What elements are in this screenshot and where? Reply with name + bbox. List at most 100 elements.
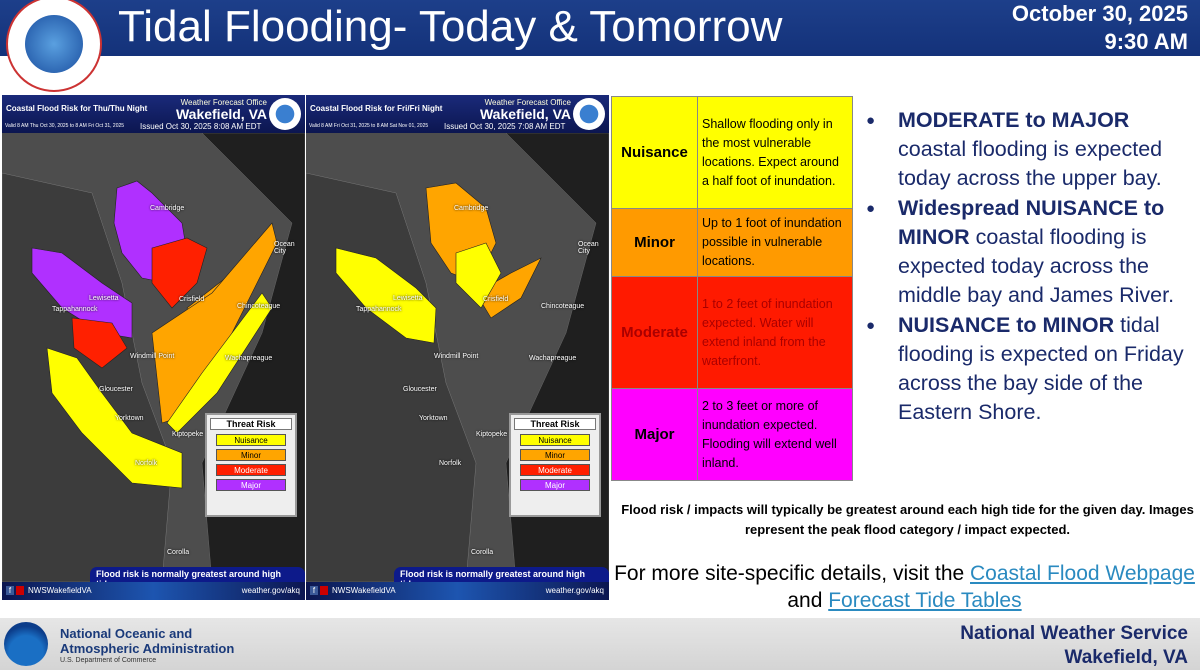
- threat-description: Shallow flooding only in the most vulner…: [697, 96, 853, 209]
- threat-category: Minor: [611, 208, 698, 277]
- risk-area: [151, 222, 278, 424]
- risk-area: [335, 247, 437, 344]
- bullet-text: tidal flooding is expected on Friday acr…: [898, 313, 1184, 424]
- social-handle: NWSWakefieldVA: [332, 586, 396, 595]
- valid-time: Valid 8 AM Thu Oct 30, 2025 to 8 AM Fri …: [5, 123, 125, 129]
- bullet-text: coastal flooding is expected today acros…: [898, 225, 1175, 307]
- bullet-bold: MODERATE to MAJOR: [898, 108, 1130, 132]
- wfo-label: Weather Forecast Office: [180, 98, 267, 107]
- website: weather.gov/akq: [241, 586, 300, 595]
- noaa-logo: [4, 622, 48, 666]
- legend-item: Minor: [520, 449, 590, 461]
- forecast-tide-tables-link[interactable]: Forecast Tide Tables: [828, 589, 1022, 612]
- map-footer: f NWSWakefieldVA weather.gov/akq: [306, 582, 609, 600]
- place-label: Yorktown: [419, 415, 448, 422]
- place-label: Tappahannock: [356, 306, 402, 313]
- place-label: Cambridge: [454, 205, 489, 212]
- place-label: Ocean City: [274, 241, 295, 255]
- place-label: Ocean City: [578, 241, 599, 255]
- place-label: Crisfield: [483, 296, 509, 303]
- place-label: Chincoteague: [541, 303, 585, 310]
- place-label: Corolla: [167, 549, 190, 556]
- legend-item: Moderate: [520, 464, 590, 476]
- legend-item: Moderate: [216, 464, 286, 476]
- place-label: Lewisetta: [89, 295, 119, 302]
- risk-area: [31, 247, 133, 339]
- map-header: Coastal Flood Risk for Fri/Fri Night Wea…: [306, 95, 609, 133]
- issued-time: Issued Oct 30, 2025 8:08 AM EDT: [140, 122, 262, 131]
- more-info: For more site-specific details, visit th…: [612, 560, 1197, 614]
- wfo-label: Weather Forecast Office: [484, 98, 571, 107]
- bullet-item: NUISANCE to MINOR tidal flooding is expe…: [866, 311, 1196, 427]
- place-label: Norfolk: [439, 460, 462, 467]
- place-label: Gloucester: [99, 386, 133, 393]
- flood-risk-map-1: Coastal Flood Risk for Thu/Thu Night Wea…: [2, 95, 305, 600]
- threat-description: 2 to 3 feet or more of inundation expect…: [697, 388, 853, 481]
- risk-area: [151, 237, 208, 309]
- threat-row: Nuisance Shallow flooding only in the mos…: [611, 96, 853, 209]
- key-messages: MODERATE to MAJOR coastal flooding is ex…: [866, 106, 1196, 428]
- place-label: Kiptopeke: [476, 431, 508, 438]
- map-graphic: [306, 133, 609, 582]
- bullet-bold: NUISANCE to MINOR: [898, 313, 1115, 337]
- map-footer: f NWSWakefieldVA weather.gov/akq: [2, 582, 305, 600]
- threat-description: 1 to 2 feet of inundation expected. Wate…: [697, 276, 853, 389]
- legend-item: Minor: [216, 449, 286, 461]
- facebook-icon[interactable]: f: [6, 586, 14, 595]
- bullet-item: MODERATE to MAJOR coastal flooding is ex…: [866, 106, 1196, 193]
- threat-row: Minor Up to 1 foot of inundation possible…: [611, 208, 853, 277]
- place-label: Lewisetta: [393, 295, 423, 302]
- threat-row: Major 2 to 3 feet or more of inundation e…: [611, 388, 853, 481]
- place-label: Norfolk: [135, 460, 158, 467]
- datetime: October 30, 2025 9:30 AM: [1012, 0, 1188, 56]
- more-mid: and: [787, 589, 829, 612]
- threat-legend: Threat Risk Nuisance Minor Moderate Major: [205, 413, 297, 517]
- legend-item: Major: [216, 479, 286, 491]
- youtube-icon[interactable]: [320, 586, 328, 595]
- facebook-icon[interactable]: f: [310, 586, 318, 595]
- time: 9:30 AM: [1104, 29, 1188, 54]
- coastal-flood-webpage-link[interactable]: Coastal Flood Webpage: [970, 562, 1195, 585]
- threat-table: Nuisance Shallow flooding only in the mos…: [611, 96, 853, 481]
- legend-item: Nuisance: [520, 434, 590, 446]
- header: Tidal Flooding- Today & Tomorrow October…: [0, 0, 1200, 92]
- youtube-icon[interactable]: [16, 586, 24, 595]
- threat-category: Major: [611, 388, 698, 481]
- date: October 30, 2025: [1011, 1, 1188, 26]
- wfo-city: Wakefield, VA: [479, 106, 571, 122]
- legend-item: Nuisance: [216, 434, 286, 446]
- valid-time: Valid 8 AM Fri Oct 31, 2025 to 8 AM Sat …: [309, 123, 429, 129]
- issued-time: Issued Oct 30, 2025 7:08 AM EDT: [444, 122, 566, 131]
- place-label: Gloucester: [403, 386, 437, 393]
- place-label: Windmill Point: [130, 353, 175, 360]
- nws-seal-icon: [269, 98, 301, 130]
- flood-risk-map-2: Coastal Flood Risk for Fri/Fri Night Wea…: [306, 95, 609, 600]
- nws-seal-icon: [573, 98, 605, 130]
- risk-area: [166, 292, 273, 434]
- map-title: Coastal Flood Risk for Fri/Fri Night: [310, 104, 443, 113]
- page-title: Tidal Flooding- Today & Tomorrow: [118, 2, 783, 51]
- nws-logo: [6, 0, 102, 92]
- threat-row: Moderate 1 to 2 feet of inundation expect…: [611, 276, 853, 389]
- flood-risk-note: Flood risk / impacts will typically be g…: [621, 502, 1194, 537]
- bullet-bold: Widespread NUISANCE to MINOR: [898, 196, 1165, 249]
- place-label: Chincoteague: [237, 303, 281, 310]
- place-label: Tappahannock: [52, 306, 98, 313]
- place-label: Corolla: [471, 549, 494, 556]
- place-label: Yorktown: [115, 415, 144, 422]
- place-label: Wachapreague: [225, 355, 273, 362]
- website: weather.gov/akq: [545, 586, 604, 595]
- social-handle: NWSWakefieldVA: [28, 586, 92, 595]
- place-label: Cambridge: [150, 205, 185, 212]
- threat-category: Moderate: [611, 276, 698, 389]
- more-prefix: For more site-specific details, visit th…: [614, 562, 971, 585]
- legend-title: Threat Risk: [514, 418, 596, 430]
- noaa-name: National Oceanic and Atmospheric Administ…: [60, 626, 235, 656]
- bullet-item: Widespread NUISANCE to MINOR coastal flo…: [866, 194, 1196, 310]
- office-name: National Weather Service Wakefield, VA: [960, 623, 1188, 668]
- map-title: Coastal Flood Risk for Thu/Thu Night: [6, 104, 148, 113]
- risk-area: [46, 347, 183, 489]
- bullet-text: coastal flooding is expected today acros…: [898, 137, 1163, 190]
- department: U.S. Department of Commerce: [60, 657, 157, 664]
- threat-legend: Threat Risk Nuisance Minor Moderate Major: [509, 413, 601, 517]
